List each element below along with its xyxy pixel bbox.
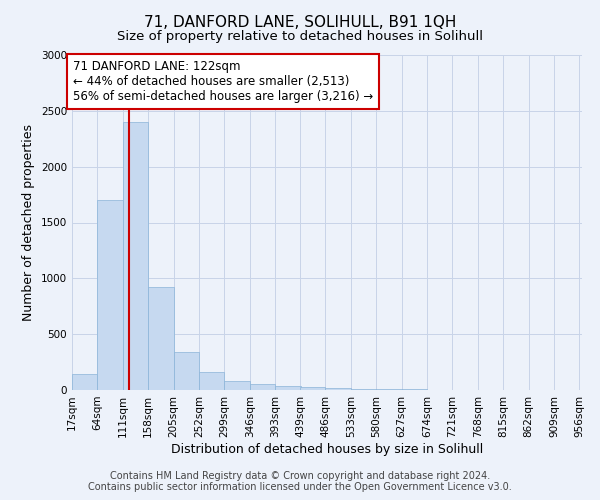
Bar — [224, 381, 250, 390]
Text: Size of property relative to detached houses in Solihull: Size of property relative to detached ho… — [117, 30, 483, 43]
Bar — [351, 389, 376, 390]
Bar — [72, 374, 97, 390]
Bar — [376, 389, 401, 390]
Bar — [97, 200, 123, 390]
Text: 71 DANFORD LANE: 122sqm
← 44% of detached houses are smaller (2,513)
56% of semi: 71 DANFORD LANE: 122sqm ← 44% of detache… — [73, 60, 373, 103]
X-axis label: Distribution of detached houses by size in Solihull: Distribution of detached houses by size … — [171, 442, 483, 456]
Bar — [250, 384, 275, 390]
Bar — [275, 386, 301, 390]
Bar — [199, 372, 224, 390]
Bar — [148, 288, 173, 390]
Bar — [300, 387, 325, 390]
Y-axis label: Number of detached properties: Number of detached properties — [22, 124, 35, 321]
Bar — [325, 388, 351, 390]
Text: Contains HM Land Registry data © Crown copyright and database right 2024.
Contai: Contains HM Land Registry data © Crown c… — [88, 471, 512, 492]
Bar — [123, 122, 148, 390]
Text: 71, DANFORD LANE, SOLIHULL, B91 1QH: 71, DANFORD LANE, SOLIHULL, B91 1QH — [144, 15, 456, 30]
Bar — [173, 352, 199, 390]
